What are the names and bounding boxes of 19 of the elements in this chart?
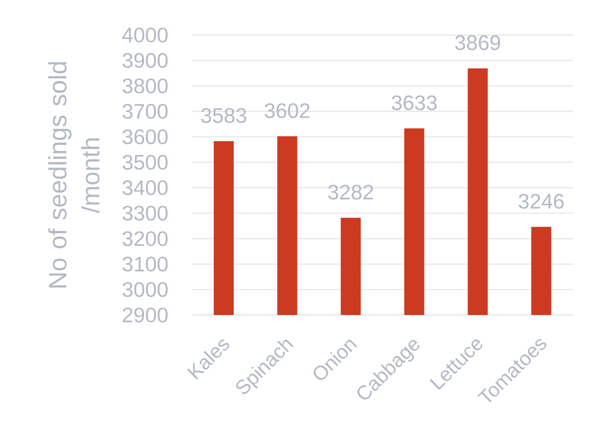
y-tick-label: 3300 bbox=[122, 206, 168, 221]
y-tick-label: 3800 bbox=[122, 78, 168, 94]
y-tick-label: 3700 bbox=[122, 104, 168, 119]
y-tick-label: 3200 bbox=[122, 231, 168, 246]
data-label: 3633 bbox=[392, 95, 437, 110]
y-tick-label: 3900 bbox=[122, 53, 168, 68]
y-tick-label: 3500 bbox=[122, 154, 168, 170]
data-label: 3246 bbox=[518, 194, 564, 209]
data-label: 3869 bbox=[455, 35, 500, 50]
y-tick-label: 2900 bbox=[122, 308, 168, 322]
y-tick-label: 3100 bbox=[122, 256, 168, 272]
data-label: 3282 bbox=[328, 184, 374, 200]
y-axis-title: No of seedlings sold /month bbox=[48, 62, 100, 288]
y-tick-label: 3400 bbox=[122, 180, 168, 196]
y-tick-label: 3000 bbox=[122, 282, 168, 297]
y-tick-label: 3600 bbox=[122, 129, 168, 144]
data-label: 3602 bbox=[264, 103, 310, 118]
data-label: 3583 bbox=[201, 108, 246, 123]
y-tick-label: 4000 bbox=[122, 28, 168, 42]
